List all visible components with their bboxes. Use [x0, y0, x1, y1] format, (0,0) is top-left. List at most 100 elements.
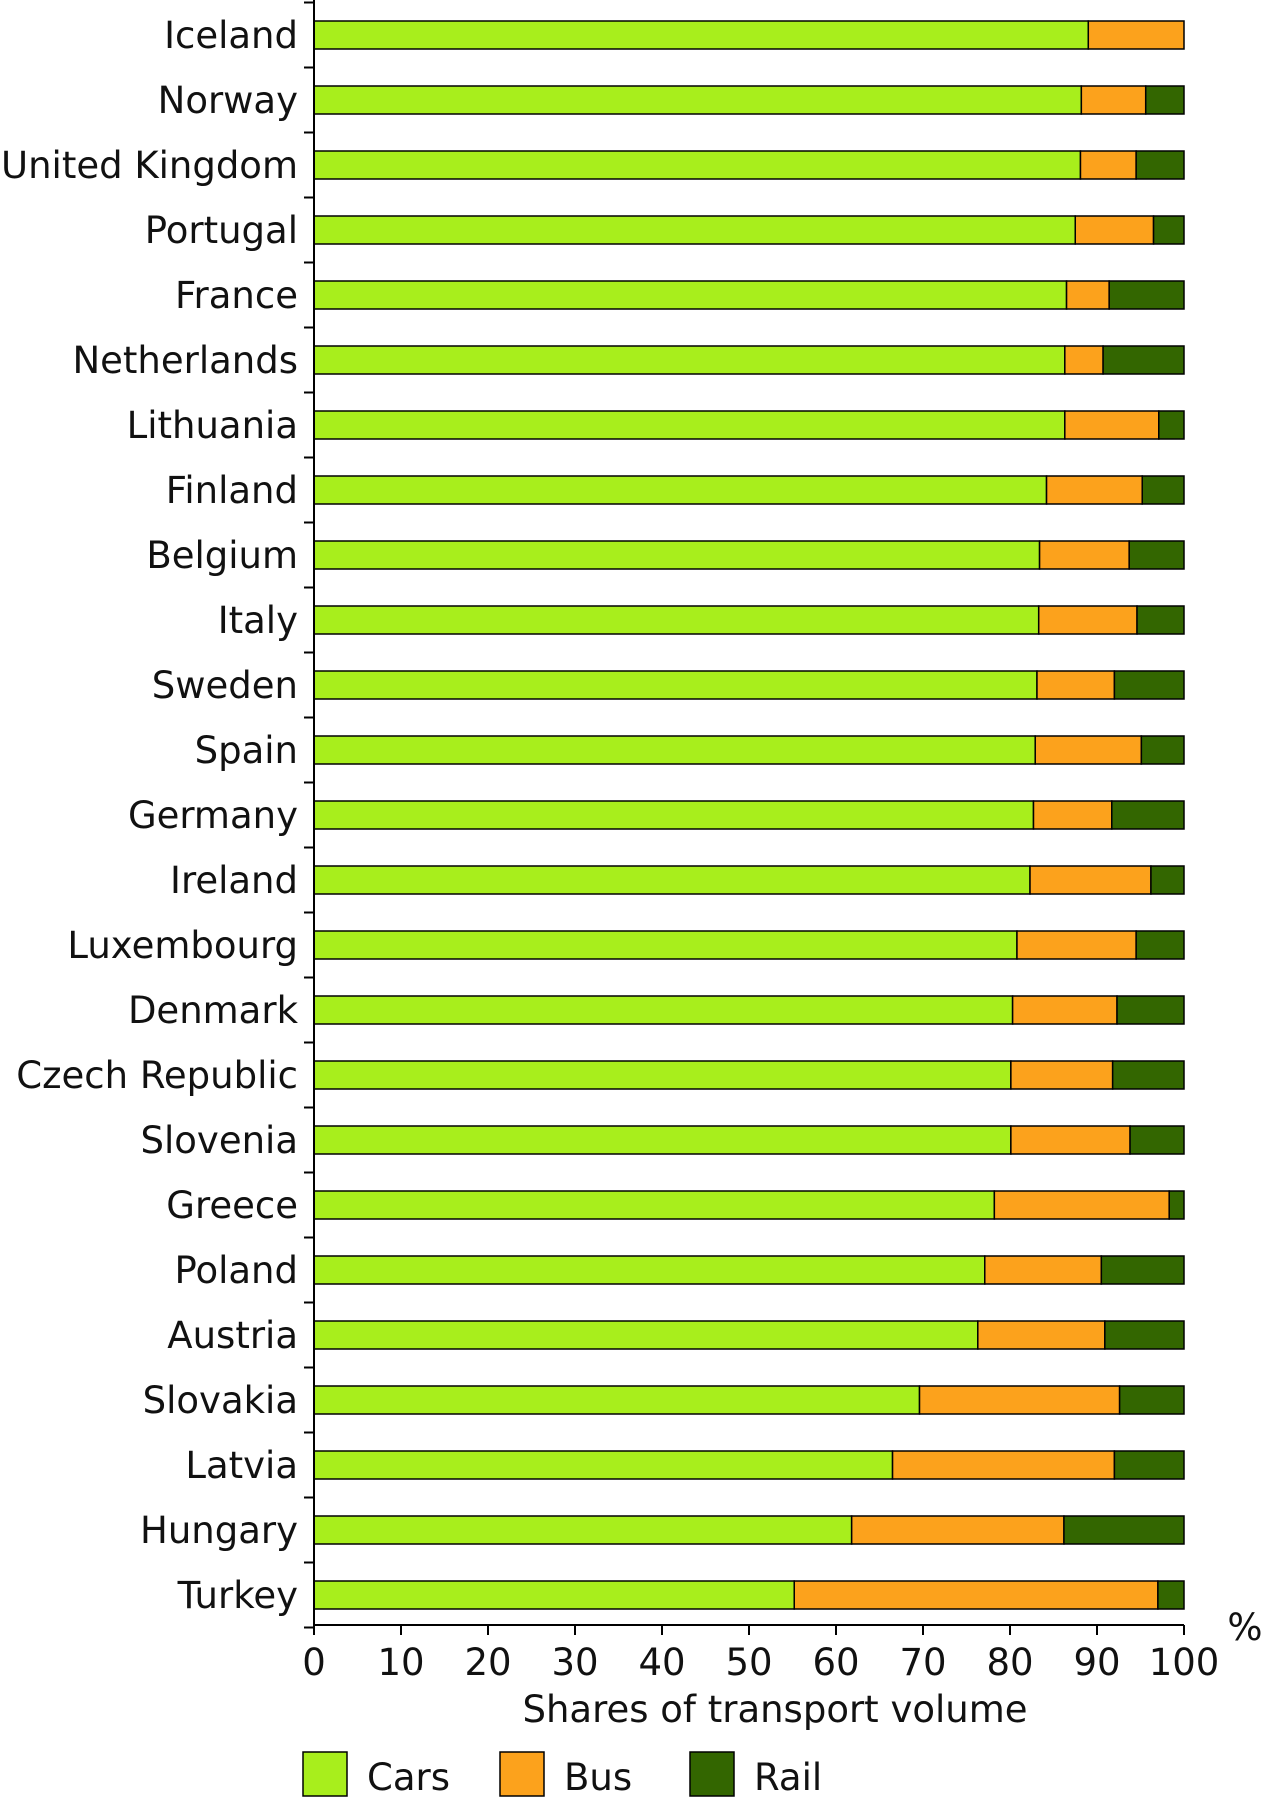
- bar-bus-lithuania: [1064, 410, 1160, 440]
- bar-bus-ireland: [1029, 865, 1152, 895]
- bar-cars-denmark: [313, 995, 1014, 1025]
- bar-bus-latvia: [891, 1450, 1116, 1480]
- category-label: France: [175, 274, 298, 317]
- bar-rail-slovakia: [1118, 1385, 1185, 1415]
- category-label: Norway: [158, 79, 298, 122]
- bar-rail-sweden: [1113, 670, 1185, 700]
- bar-cars-poland: [313, 1255, 986, 1285]
- bar-rail-lithuania: [1158, 410, 1185, 440]
- bar-group-finland: [313, 475, 1185, 505]
- category-label: Latvia: [185, 1444, 298, 1487]
- bar-group-ireland: [313, 865, 1185, 895]
- x-tick-label: 60: [812, 1641, 859, 1684]
- category-label: Portugal: [145, 209, 298, 252]
- category-label: Sweden: [152, 664, 298, 707]
- category-label: Belgium: [146, 534, 298, 577]
- x-tick-label: 40: [638, 1641, 685, 1684]
- bar-bus-sweden: [1036, 670, 1116, 700]
- bar-cars-finland: [313, 475, 1048, 505]
- bar-rail-portugal: [1152, 215, 1185, 245]
- bar-cars-germany: [313, 800, 1035, 830]
- bar-rail-belgium: [1128, 540, 1185, 570]
- bar-bus-denmark: [1011, 995, 1118, 1025]
- bar-bus-belgium: [1038, 540, 1130, 570]
- category-label: Lithuania: [127, 404, 298, 447]
- bar-bus-finland: [1045, 475, 1143, 505]
- bar-rail-greece: [1168, 1190, 1185, 1220]
- bar-cars-belgium: [313, 540, 1041, 570]
- x-tick-label: 30: [551, 1641, 598, 1684]
- bar-cars-ireland: [313, 865, 1031, 895]
- legend-item-rail: Rail: [689, 1751, 822, 1799]
- bar-cars-portugal: [313, 215, 1076, 245]
- bar-group-latvia: [313, 1450, 1185, 1480]
- category-label: Poland: [174, 1249, 298, 1292]
- bar-cars-latvia: [313, 1450, 894, 1480]
- bar-bus-czech-republic: [1010, 1060, 1114, 1090]
- bar-cars-greece: [313, 1190, 996, 1220]
- x-tick-label: 90: [1073, 1641, 1120, 1684]
- bar-rail-latvia: [1113, 1450, 1185, 1480]
- x-tick-label: 70: [899, 1641, 946, 1684]
- category-label: United Kingdom: [1, 144, 298, 187]
- legend-item-bus: Bus: [499, 1751, 632, 1799]
- bar-group-spain: [313, 735, 1185, 765]
- x-tick-label: 0: [302, 1641, 326, 1684]
- bar-rail-turkey: [1157, 1580, 1185, 1610]
- category-label: Ireland: [170, 859, 298, 902]
- bar-bus-poland: [984, 1255, 1103, 1285]
- bar-bus-italy: [1037, 605, 1138, 635]
- bar-rail-united-kingdom: [1135, 150, 1185, 180]
- x-tick-label: 50: [725, 1641, 772, 1684]
- bar-group-netherlands: [313, 345, 1185, 375]
- bar-rail-denmark: [1116, 995, 1185, 1025]
- legend: Cars Bus Rail: [302, 1751, 822, 1799]
- category-label: Greece: [166, 1184, 298, 1227]
- bar-group-czech-republic: [313, 1060, 1185, 1090]
- x-tick-label: 20: [464, 1641, 511, 1684]
- bar-group-turkey: [313, 1580, 1185, 1610]
- bar-group-denmark: [313, 995, 1185, 1025]
- bar-cars-united-kingdom: [313, 150, 1082, 180]
- category-label: Iceland: [164, 14, 298, 57]
- bar-cars-italy: [313, 605, 1040, 635]
- bar-cars-slovenia: [313, 1125, 1012, 1155]
- category-label: Austria: [167, 1314, 298, 1357]
- category-label: Luxembourg: [67, 924, 298, 967]
- bar-rail-czech-republic: [1111, 1060, 1185, 1090]
- bar-bus-united-kingdom: [1079, 150, 1137, 180]
- category-label: Slovenia: [141, 1119, 298, 1162]
- category-label: Hungary: [140, 1509, 298, 1552]
- bar-group-norway: [313, 85, 1185, 115]
- legend-swatch-cars: [302, 1751, 348, 1797]
- x-tick-label: 10: [377, 1641, 424, 1684]
- bar-bus-france: [1065, 280, 1110, 310]
- bar-bus-portugal: [1074, 215, 1155, 245]
- bar-group-austria: [313, 1320, 1185, 1350]
- bar-bus-germany: [1032, 800, 1113, 830]
- bar-bus-spain: [1034, 735, 1143, 765]
- bar-group-luxembourg: [313, 930, 1185, 960]
- category-label: Netherlands: [72, 339, 298, 382]
- bar-group-belgium: [313, 540, 1185, 570]
- bar-group-hungary: [313, 1515, 1185, 1545]
- bar-group-sweden: [313, 670, 1185, 700]
- x-tick-label: 100: [1149, 1641, 1220, 1684]
- bar-group-germany: [313, 800, 1185, 830]
- category-label: Turkey: [177, 1574, 298, 1617]
- bar-bus-austria: [977, 1320, 1106, 1350]
- category-label: Germany: [128, 794, 298, 837]
- bar-rail-germany: [1111, 800, 1185, 830]
- bar-bus-netherlands: [1064, 345, 1104, 375]
- bar-cars-netherlands: [313, 345, 1066, 375]
- category-label: Denmark: [128, 989, 299, 1032]
- bars-layer: [313, 20, 1185, 1610]
- x-tick-label: 80: [986, 1641, 1033, 1684]
- bar-bus-slovenia: [1010, 1125, 1131, 1155]
- bar-cars-austria: [313, 1320, 979, 1350]
- bar-cars-luxembourg: [313, 930, 1018, 960]
- legend-label: Bus: [564, 1756, 632, 1798]
- bar-group-slovakia: [313, 1385, 1185, 1415]
